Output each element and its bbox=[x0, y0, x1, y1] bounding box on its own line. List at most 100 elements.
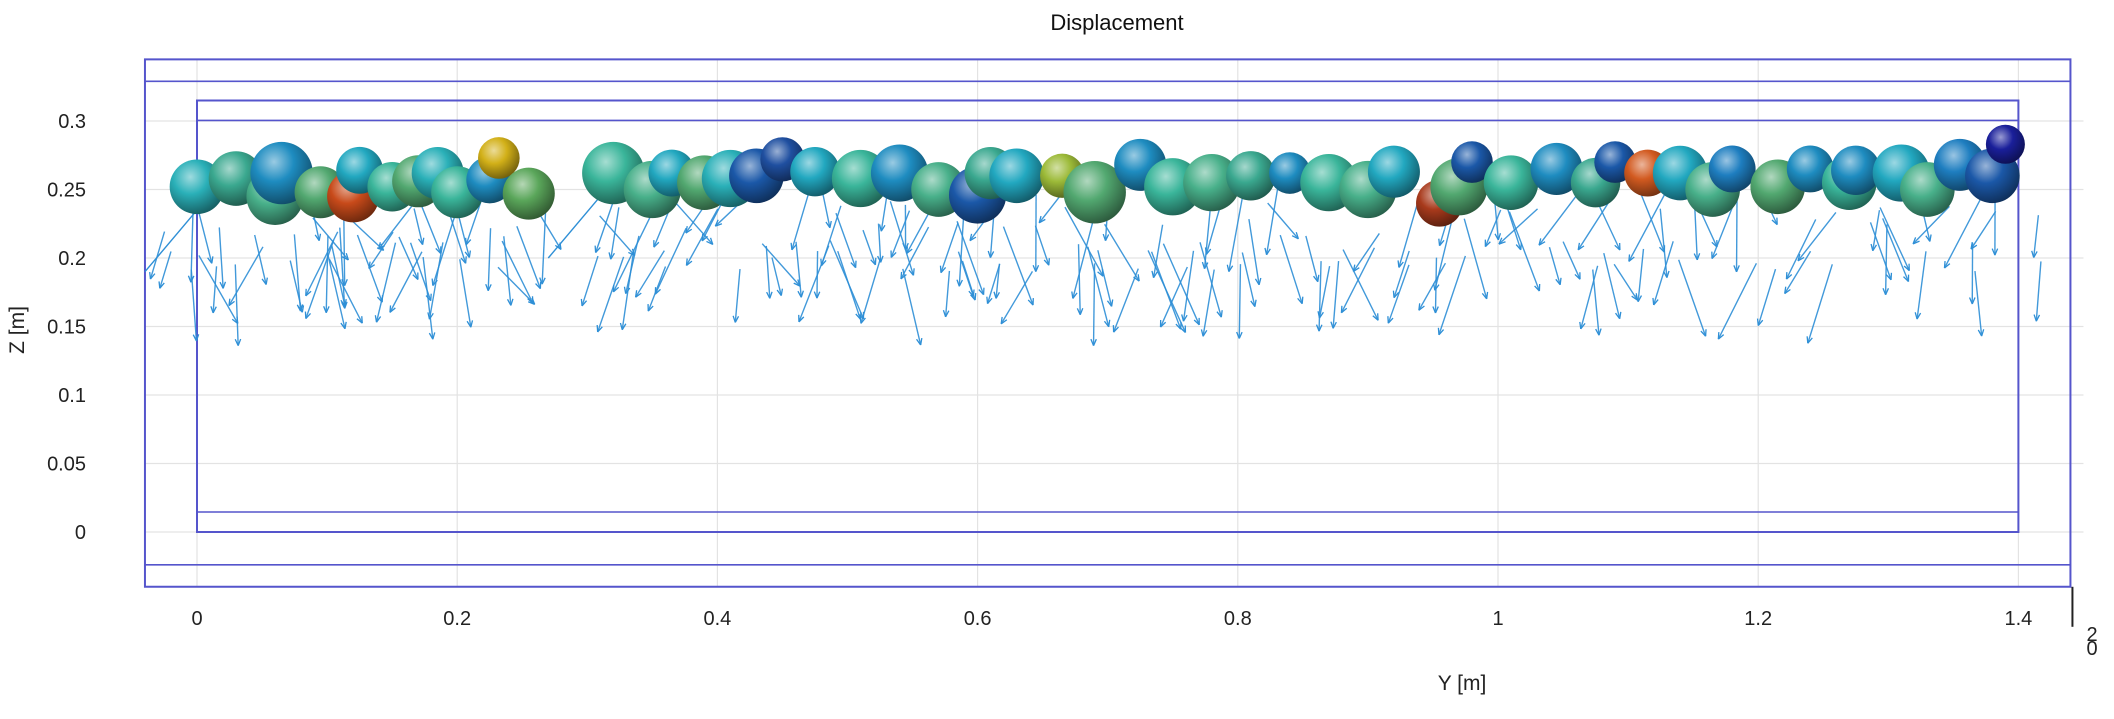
displacement-arrow-head bbox=[1912, 237, 1920, 245]
displacement-arrow bbox=[190, 269, 198, 342]
displacement-arrow-head bbox=[1903, 274, 1910, 283]
displacement-arrow bbox=[1305, 235, 1319, 282]
x-tick-label: 1.2 bbox=[1744, 608, 1772, 630]
displacement-arrow-head bbox=[374, 315, 382, 323]
outer-box bbox=[143, 58, 2072, 588]
displacement-arrow bbox=[791, 194, 809, 251]
displacement-arrow-head bbox=[1291, 231, 1300, 240]
displacement-arrow-head bbox=[825, 220, 832, 229]
displacement-arrow bbox=[734, 269, 741, 323]
displacement-arrow bbox=[1112, 268, 1139, 333]
displacement-arrow-head bbox=[1968, 297, 1976, 305]
displacement-arrow-head bbox=[539, 277, 546, 285]
particle-sphere bbox=[1367, 145, 1420, 198]
particle-sphere bbox=[1063, 161, 1126, 224]
displacement-arrow-head bbox=[228, 298, 235, 307]
displacement-arrow-head bbox=[1797, 253, 1805, 262]
displacement-arrow-head bbox=[766, 291, 773, 299]
displacement-arrow-head bbox=[1038, 215, 1046, 224]
displacement-arrow bbox=[1580, 265, 1599, 330]
displacement-arrow-head bbox=[1254, 277, 1262, 286]
displacement-arrow bbox=[1002, 226, 1034, 306]
displacement-arrow-head bbox=[187, 275, 195, 283]
displacement-arrow-head bbox=[417, 237, 425, 246]
displacement-arrow-head bbox=[706, 237, 714, 246]
displacement-arrow bbox=[159, 251, 172, 289]
chart-title: Displacement bbox=[1050, 10, 1183, 35]
displacement-arrow bbox=[798, 245, 830, 323]
displacement-arrow bbox=[293, 234, 302, 312]
displacement-arrow-head bbox=[1201, 261, 1209, 270]
displacement-arrow bbox=[795, 241, 802, 298]
displacement-arrow bbox=[1104, 223, 1140, 282]
displacement-arrow-head bbox=[234, 338, 242, 346]
displacement-arrow bbox=[1637, 248, 1645, 302]
displacement-arrow bbox=[1182, 250, 1195, 322]
displacement-arrow bbox=[375, 242, 397, 323]
x-tick-label: 0.6 bbox=[964, 608, 992, 630]
displacement-arrow bbox=[516, 226, 542, 289]
displacement-arrow-head bbox=[798, 314, 805, 323]
displacement-arrow bbox=[1498, 208, 1539, 245]
displacement-arrow bbox=[1034, 225, 1050, 266]
displacement-arrow bbox=[862, 229, 877, 266]
displacement-arrow-head bbox=[1106, 299, 1114, 307]
displacement-arrow-head bbox=[377, 242, 385, 250]
displacement-arrow bbox=[218, 227, 224, 289]
displacement-arrow bbox=[1592, 269, 1600, 336]
displacement-arrow-head bbox=[1193, 317, 1200, 326]
displacement-arrow-head bbox=[596, 324, 603, 333]
displacement-arrow-head bbox=[878, 224, 886, 232]
displacement-arrow-head bbox=[1000, 316, 1008, 325]
displacement-arrow-head bbox=[305, 288, 312, 297]
displacement-arrow-head bbox=[714, 219, 723, 227]
displacement-arrow bbox=[1342, 249, 1379, 321]
corner-tick-label: 0 bbox=[2086, 638, 2097, 660]
displacement-arrow-head bbox=[1785, 272, 1793, 280]
displacement-arrow bbox=[1508, 211, 1541, 292]
displacement-arrow-head bbox=[978, 287, 985, 296]
displacement-arrow bbox=[503, 236, 512, 306]
displacement-arrow-head bbox=[1925, 234, 1932, 242]
displacement-arrow bbox=[1577, 200, 1611, 251]
displacement-arrow bbox=[1652, 241, 1674, 306]
displacement-arrow bbox=[1228, 190, 1245, 272]
displacement-arrow bbox=[1879, 207, 1910, 271]
displacement-arrow-head bbox=[464, 250, 472, 258]
displacement-arrow bbox=[1072, 221, 1094, 299]
particle-sphere bbox=[502, 167, 555, 220]
displacement-arrow-head bbox=[323, 306, 330, 314]
displacement-arrow-head bbox=[1498, 237, 1506, 245]
displacement-arrow-head bbox=[340, 321, 347, 330]
displacement-arrow-head bbox=[915, 337, 923, 346]
displacement-arrow-head bbox=[231, 316, 239, 325]
displacement-arrow-head bbox=[219, 281, 227, 289]
displacement-arrow-head bbox=[900, 271, 907, 280]
displacement-arrow bbox=[339, 227, 346, 309]
y-tick-label: 0.25 bbox=[47, 180, 86, 202]
displacement-arrow-head bbox=[1711, 251, 1718, 260]
displacement-arrow bbox=[1784, 250, 1812, 294]
displacement-arrow bbox=[581, 255, 599, 307]
displacement-arrow-head bbox=[1538, 238, 1546, 246]
y-tick-label: 0 bbox=[75, 522, 86, 544]
displacement-arrow bbox=[1238, 264, 1242, 339]
particle-sphere bbox=[1786, 145, 1834, 193]
displacement-arrow-head bbox=[435, 246, 442, 254]
displacement-arrow-head bbox=[1250, 299, 1257, 307]
displacement-arrow-head bbox=[1032, 264, 1040, 272]
displacement-arrow-head bbox=[1236, 331, 1243, 339]
displacement-arrow-head bbox=[1315, 324, 1323, 332]
x-tick-label: 0.8 bbox=[1224, 608, 1252, 630]
y-tick-label: 0.2 bbox=[58, 248, 86, 270]
displacement-arrow bbox=[1332, 260, 1340, 329]
displacement-arrow-head bbox=[1159, 320, 1167, 328]
displacement-arrow-head bbox=[790, 242, 797, 251]
displacement-arrow bbox=[1717, 263, 1758, 340]
particle-sphere bbox=[1451, 141, 1493, 183]
displacement-arrow bbox=[428, 242, 444, 320]
displacement-arrow bbox=[1628, 191, 1667, 262]
displacement-arrow-head bbox=[993, 291, 1001, 299]
y-axis-label: Z [m] bbox=[6, 306, 29, 354]
displacement-arrow bbox=[761, 243, 801, 287]
